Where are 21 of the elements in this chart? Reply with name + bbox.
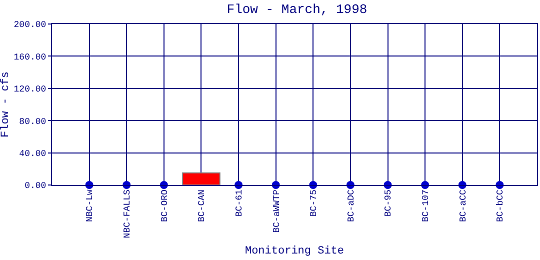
x-tick-label: BC-aCC bbox=[458, 189, 468, 222]
x-axis-title: Monitoring Site bbox=[244, 245, 344, 258]
x-tick-label: BC-ORO bbox=[160, 190, 170, 222]
y-tick-label: 40.00 bbox=[19, 148, 46, 159]
x-tick-label: BC-107 bbox=[421, 190, 432, 222]
x-tick-label: BC-61 bbox=[234, 190, 244, 217]
x-tick-label: BC-95 bbox=[384, 190, 394, 217]
y-tick-label: 200.00 bbox=[14, 20, 46, 30]
x-tick-label: BC-CAN bbox=[197, 190, 208, 222]
y-tick-label: 120.00 bbox=[14, 84, 46, 95]
x-tick-label: BC-aDC bbox=[346, 189, 356, 222]
x-tick-label: NBC-FALLS bbox=[122, 190, 133, 238]
y-tick-label: 0.00 bbox=[24, 181, 46, 192]
chart-title: Flow - March, 1998 bbox=[226, 2, 368, 17]
x-tick-label: BC-aWWTP bbox=[272, 190, 282, 233]
x-tick-label: NBC-Lw bbox=[85, 189, 96, 222]
x-tick-label: BC-75 bbox=[309, 190, 320, 217]
y-tick-label: 160.00 bbox=[14, 52, 46, 62]
x-tick-label: BC-bCC bbox=[496, 189, 506, 222]
y-tick-label: 80.00 bbox=[19, 116, 46, 127]
y-axis-title: Flow - cfs bbox=[0, 71, 12, 138]
